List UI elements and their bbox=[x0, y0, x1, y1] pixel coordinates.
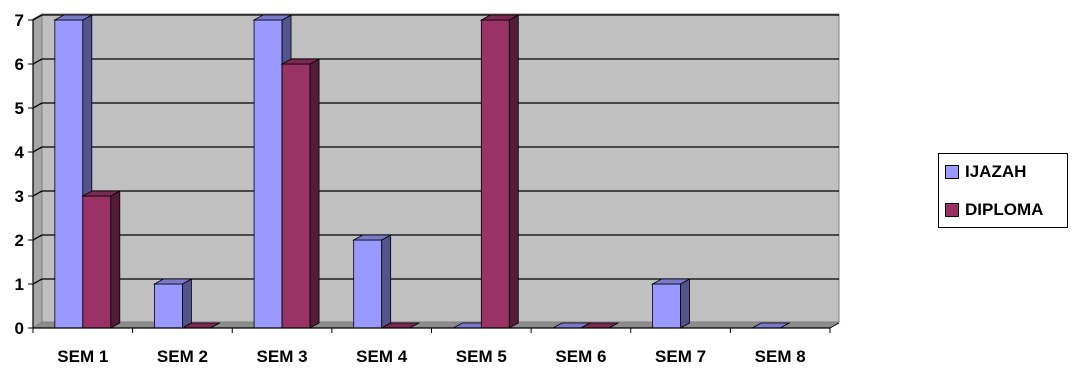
bar-front bbox=[82, 195, 112, 329]
y-tick-labels: 0 1 2 3 4 5 6 7 bbox=[15, 11, 25, 338]
legend-label-ijazah: IJAZAH bbox=[965, 162, 1027, 181]
x-axis-depth bbox=[829, 322, 840, 329]
bar-diploma-sem5 bbox=[479, 14, 520, 329]
bar-side bbox=[182, 278, 192, 329]
bar-ijazah-sem4 bbox=[352, 234, 393, 329]
x-tick-labels: SEM 1 SEM 2 SEM 3 SEM 4 SEM 5 SEM 6 SEM 7 SEM 8 bbox=[57, 347, 805, 366]
legend-swatch-ijazah bbox=[945, 165, 959, 179]
gridline-side bbox=[32, 146, 43, 153]
bar-top bbox=[651, 278, 692, 285]
bar-front bbox=[154, 283, 183, 329]
bar-front bbox=[54, 19, 84, 329]
x-tick-label: SEM 3 bbox=[257, 347, 308, 366]
bar-top bbox=[352, 234, 393, 241]
y-tick-label: 7 bbox=[15, 11, 24, 30]
gridline-side bbox=[32, 58, 43, 65]
bar-front bbox=[281, 63, 311, 329]
gridline-side bbox=[32, 14, 43, 21]
y-tick-label: 1 bbox=[15, 275, 24, 294]
bar-ijazah-sem2 bbox=[152, 278, 193, 329]
gridlines bbox=[32, 14, 839, 285]
bar-front bbox=[652, 283, 681, 329]
y-tick-label: 6 bbox=[15, 55, 24, 74]
bar-side bbox=[110, 190, 121, 329]
axes bbox=[28, 19, 840, 333]
y-tick-label: 0 bbox=[15, 319, 24, 338]
bar-ijazah-sem1 bbox=[53, 14, 94, 329]
gridline-side bbox=[32, 190, 43, 197]
bar-front bbox=[353, 239, 383, 329]
x-tick-label: SEM 8 bbox=[755, 347, 806, 366]
legend-swatch-diploma bbox=[945, 203, 959, 217]
bar-top bbox=[252, 14, 293, 21]
plot-floor bbox=[31, 321, 841, 329]
y-tick-label: 4 bbox=[15, 143, 25, 162]
bar-diploma-sem1 bbox=[81, 190, 122, 329]
legend-label-diploma: DIPLOMA bbox=[965, 200, 1044, 219]
x-tick-label: SEM 2 bbox=[157, 347, 208, 366]
x-tick-label: SEM 7 bbox=[655, 347, 706, 366]
legend-item-ijazah: IJAZAH bbox=[945, 162, 1026, 182]
bar-side bbox=[680, 278, 690, 329]
y-tick-label: 3 bbox=[15, 187, 24, 206]
x-tick-label: SEM 4 bbox=[356, 347, 408, 366]
bar-top bbox=[152, 278, 193, 285]
bar-top bbox=[53, 14, 94, 21]
gridline-side bbox=[32, 234, 43, 241]
bar-top bbox=[81, 190, 122, 197]
gridline-side bbox=[32, 102, 43, 109]
bar-front bbox=[253, 19, 283, 329]
x-tick-label: SEM 6 bbox=[555, 347, 606, 366]
bar-top bbox=[280, 58, 321, 65]
y-tick-label: 5 bbox=[15, 99, 24, 118]
gridline-side bbox=[32, 278, 43, 285]
plot-back-wall bbox=[41, 13, 840, 323]
x-tick-label: SEM 5 bbox=[456, 347, 507, 366]
legend: IJAZAH DIPLOMA bbox=[938, 153, 1068, 228]
bars bbox=[53, 14, 791, 329]
y-tick-label: 2 bbox=[15, 231, 24, 250]
bar-top bbox=[479, 14, 520, 21]
bar-side bbox=[309, 58, 320, 329]
bar-side bbox=[381, 234, 392, 329]
legend-item-diploma: DIPLOMA bbox=[945, 200, 1043, 220]
bar-side bbox=[508, 14, 519, 329]
bar-ijazah-sem7 bbox=[651, 278, 692, 329]
x-tick-label: SEM 1 bbox=[57, 347, 108, 366]
bar-front bbox=[480, 19, 510, 329]
bar-diploma-sem3 bbox=[280, 58, 321, 329]
